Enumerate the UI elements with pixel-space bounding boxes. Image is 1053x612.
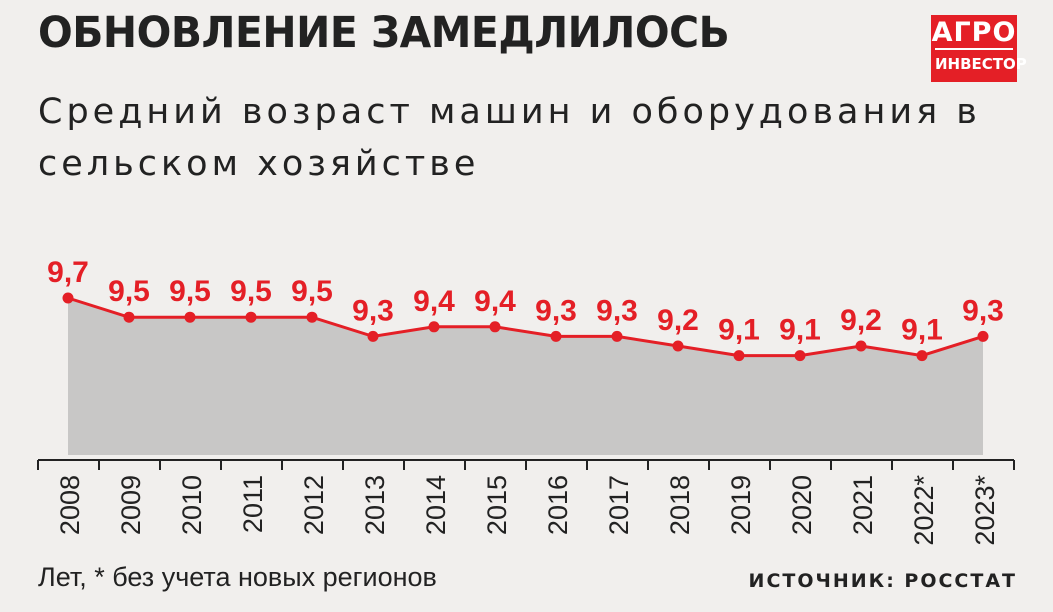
x-tick-label: 2021 bbox=[848, 475, 878, 535]
x-tick-label: 2013 bbox=[360, 475, 390, 535]
data-point bbox=[611, 330, 623, 342]
data-label: 9,3 bbox=[962, 294, 1004, 327]
data-point bbox=[916, 350, 928, 362]
data-label: 9,7 bbox=[47, 256, 89, 289]
series-line bbox=[67, 296, 984, 358]
data-label: 9,2 bbox=[840, 304, 882, 337]
x-tick-label: 2012 bbox=[299, 475, 329, 535]
data-label: 9,1 bbox=[779, 314, 821, 347]
chart-source: ИСТОЧНИК: РОССТАТ bbox=[748, 570, 1017, 592]
chart-footnote: Лет, * без учета новых регионов bbox=[38, 562, 437, 592]
data-point bbox=[672, 340, 684, 352]
x-tick-label: 2010 bbox=[177, 475, 207, 535]
x-tick-label: 2019 bbox=[726, 475, 756, 535]
agroinvestor-logo: АГРО ИНВЕСТОР bbox=[931, 15, 1027, 82]
data-label: 9,5 bbox=[169, 275, 211, 308]
data-point bbox=[367, 330, 379, 342]
x-tick-label: 2022* bbox=[909, 475, 939, 546]
data-point bbox=[733, 350, 745, 362]
chart-subtitle: Средний возраст машин и оборудования в с… bbox=[38, 92, 981, 184]
x-tick-label: 2020 bbox=[787, 475, 817, 535]
data-point bbox=[550, 330, 562, 342]
x-tick-label: 2023* bbox=[970, 475, 1000, 546]
data-point bbox=[794, 350, 806, 362]
logo-line-1: АГРО bbox=[931, 17, 1017, 48]
data-label: 9,4 bbox=[413, 285, 455, 318]
x-tick-label: 2009 bbox=[116, 475, 146, 535]
data-point bbox=[428, 321, 440, 333]
chart-title: ОБНОВЛЕНИЕ ЗАМЕДЛИЛОСЬ bbox=[38, 8, 730, 58]
data-point bbox=[306, 311, 318, 323]
x-tick-label: 2008 bbox=[55, 475, 85, 535]
data-point bbox=[855, 340, 867, 352]
data-label: 9,3 bbox=[596, 294, 638, 327]
x-tick-label: 2014 bbox=[421, 475, 451, 535]
data-point bbox=[489, 321, 501, 333]
x-tick-label: 2015 bbox=[482, 475, 512, 535]
data-point bbox=[245, 311, 257, 323]
x-tick-label: 2017 bbox=[604, 475, 634, 535]
data-point bbox=[62, 292, 74, 304]
data-label: 9,3 bbox=[535, 294, 577, 327]
data-label: 9,5 bbox=[230, 275, 272, 308]
data-label: 9,1 bbox=[718, 314, 760, 347]
data-label: 9,5 bbox=[108, 275, 150, 308]
data-label: 9,3 bbox=[352, 294, 394, 327]
logo-line-2: ИНВЕСТОР bbox=[935, 48, 1027, 78]
x-tick-label: 2011 bbox=[238, 475, 268, 533]
data-point bbox=[977, 330, 989, 342]
area-fill bbox=[68, 298, 983, 455]
data-point bbox=[184, 311, 196, 323]
x-tick-label: 2016 bbox=[543, 475, 573, 535]
data-label: 9,4 bbox=[474, 285, 516, 318]
data-label: 9,5 bbox=[291, 275, 333, 308]
data-label: 9,1 bbox=[901, 314, 943, 347]
x-tick-label: 2018 bbox=[665, 475, 695, 535]
data-label: 9,2 bbox=[657, 304, 699, 337]
data-point bbox=[123, 311, 135, 323]
chart-area: 9,7 9,5 9,5 9,5 9,5 9,3 9,4 9,4 9,3 9,3 9,2 9,1 9,1 9… bbox=[37, 256, 1015, 546]
